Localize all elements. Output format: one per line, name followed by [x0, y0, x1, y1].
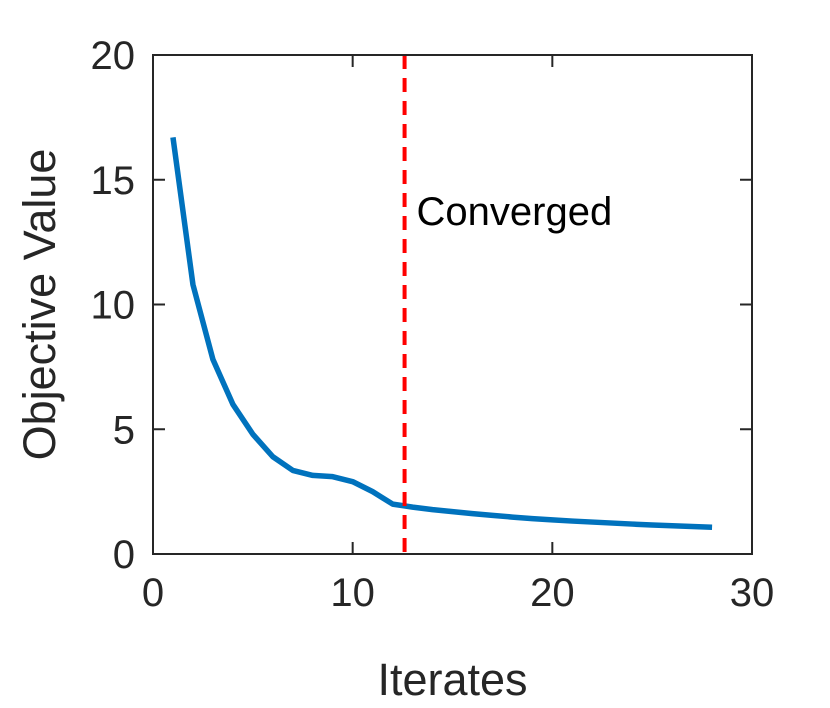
series-line — [170, 136, 713, 531]
x-axis-label: Iterates — [377, 654, 527, 705]
x-tick-label: 30 — [730, 571, 775, 615]
y-tick-label: 20 — [91, 34, 136, 78]
x-tick-label: 20 — [530, 571, 575, 615]
y-tick-label: 5 — [113, 408, 135, 452]
converged-annotation: Converged — [417, 190, 613, 234]
y-axis-label: Objective Value — [14, 149, 65, 461]
y-tick-label: 10 — [91, 284, 136, 328]
plot-frame — [152, 54, 753, 555]
y-tick-label: 15 — [91, 159, 136, 203]
x-tick-label: 0 — [142, 571, 164, 615]
plot-background — [153, 55, 752, 554]
y-tick-label: 0 — [113, 533, 135, 577]
x-tick-label: 10 — [330, 571, 375, 615]
